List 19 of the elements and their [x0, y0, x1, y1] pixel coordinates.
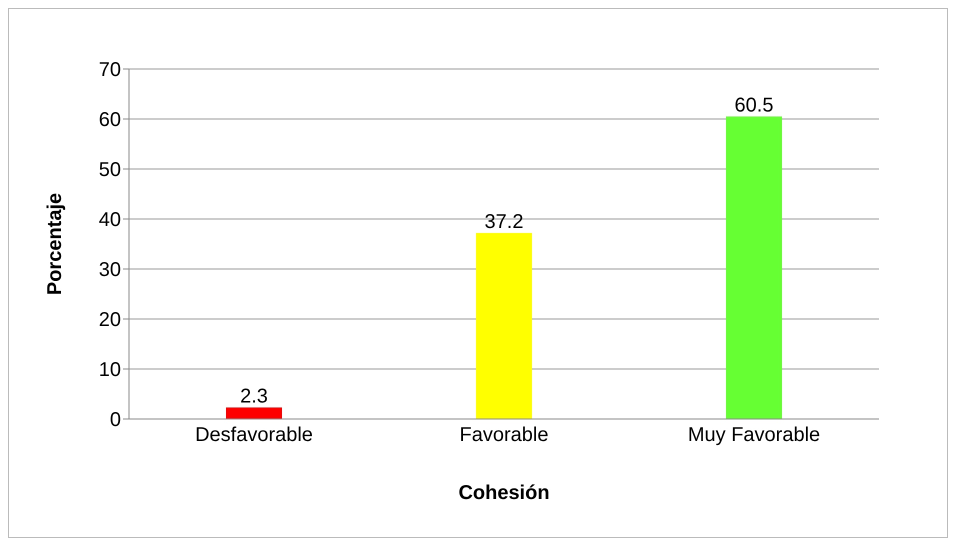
data-label: 60.5: [734, 94, 774, 116]
y-tick-label: 30: [98, 259, 121, 282]
data-label: 37.2: [484, 211, 524, 233]
y-tick-label: 50: [98, 159, 121, 182]
y-tick-label: 70: [98, 59, 121, 82]
y-axis-title: Porcentaje: [44, 192, 66, 296]
y-tick-label: 40: [98, 209, 121, 232]
x-tick-label: Favorable: [460, 424, 548, 446]
y-tick-label: 20: [98, 309, 121, 332]
x-tick-label: Desfavorable: [195, 424, 313, 446]
bar: [226, 408, 282, 419]
data-label: 2.3: [240, 386, 268, 408]
bar: [476, 233, 532, 419]
y-tick-label: 0: [110, 409, 121, 432]
bar: [726, 116, 782, 419]
y-tick-label: 60: [98, 109, 121, 132]
x-tick-label: Muy Favorable: [688, 424, 820, 446]
y-tick-label: 10: [98, 359, 121, 382]
x-axis-title: Cohesión: [458, 482, 550, 504]
